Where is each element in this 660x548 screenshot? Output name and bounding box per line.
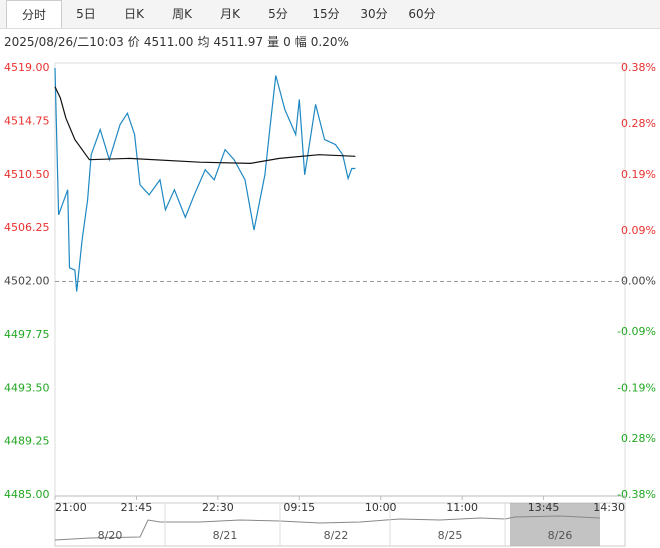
x-tick-label: 09:15 xyxy=(283,501,315,514)
x-tick-label: 22:30 xyxy=(202,501,234,514)
info-label: 均 xyxy=(197,35,210,49)
datetime: 2025/08/26/二10:03 xyxy=(4,35,124,49)
navigator-date: 8/25 xyxy=(438,529,463,542)
x-tick-label: 10:00 xyxy=(365,501,397,514)
y2-tick-label: -0.38% xyxy=(617,488,656,501)
info-label: 量 xyxy=(267,35,280,49)
y2-tick-label: -0.19% xyxy=(617,381,656,394)
x-tick-label: 21:00 xyxy=(55,501,87,514)
info-value: 4511.97 xyxy=(213,35,264,49)
info-label: 价 xyxy=(127,35,140,49)
info-line: 2025/08/26/二10:03 价 4511.00 均 4511.97 量 0 幅 0.20… xyxy=(4,33,353,50)
navigator-window[interactable] xyxy=(510,503,600,546)
tab[interactable]: 5分 xyxy=(268,7,288,21)
info-label: 幅 xyxy=(294,35,307,49)
y-tick-label: 4493.50 xyxy=(4,381,50,394)
navigator-date: 8/22 xyxy=(324,529,349,542)
tab[interactable]: 60分 xyxy=(408,7,436,21)
price-line xyxy=(54,86,356,165)
tab-bar: 分时 5日 日K 周K 月K 5分 15分 30分 60分 xyxy=(0,0,660,29)
y-tick-label: 4514.75 xyxy=(4,114,50,127)
y-tick-label: 4497.75 xyxy=(4,328,50,341)
tab[interactable]: 日K xyxy=(124,7,144,21)
y2-tick-label: 0.00% xyxy=(621,275,656,288)
y-tick-label: 4502.00 xyxy=(4,275,50,288)
y-tick-label: 4489.25 xyxy=(4,435,50,448)
navigator-separators xyxy=(164,503,506,546)
y2-tick-label: 0.38% xyxy=(621,61,656,74)
y2-tick-label: 0.28% xyxy=(621,117,656,130)
navigator-date: 8/20 xyxy=(98,529,123,542)
tab[interactable]: 分时 xyxy=(6,0,62,28)
tab[interactable]: 15分 xyxy=(312,7,340,21)
x-tick-label: 14:30 xyxy=(593,501,625,514)
tab[interactable]: 周K xyxy=(172,7,192,21)
navigator-line xyxy=(54,515,601,541)
y2-tick-label: -0.09% xyxy=(617,325,656,338)
y-tick-label: 4510.50 xyxy=(4,168,50,181)
tab[interactable]: 5日 xyxy=(76,7,96,21)
y2-tick-label: 0.28% xyxy=(621,432,656,445)
y-tick-label: 4506.25 xyxy=(4,221,50,234)
y2-tick-label: 0.09% xyxy=(621,224,656,237)
navigator-date: 8/21 xyxy=(213,529,238,542)
navigator-date: 8/26 xyxy=(548,529,573,542)
info-value: 4511.00 xyxy=(143,35,194,49)
price-line xyxy=(54,67,356,292)
tab[interactable]: 月K xyxy=(220,7,240,21)
y2-tick-label: 0.19% xyxy=(621,168,656,181)
x-tick-label: 13:45 xyxy=(528,501,560,514)
y-tick-label: 4485.00 xyxy=(4,488,50,501)
x-tick-label: 21:45 xyxy=(121,501,153,514)
info-value: 0.20% xyxy=(310,35,349,49)
x-tick-label: 11:00 xyxy=(446,501,478,514)
info-value: 0 xyxy=(283,35,291,49)
tab[interactable]: 30分 xyxy=(360,7,388,21)
y-tick-label: 4519.00 xyxy=(4,61,50,74)
